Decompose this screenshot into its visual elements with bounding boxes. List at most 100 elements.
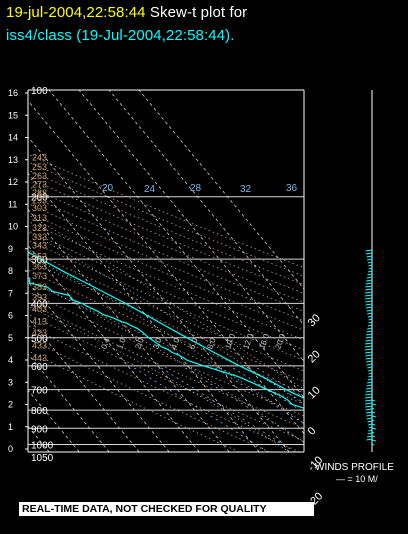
dry-adiabat-line — [28, 269, 304, 394]
wind-barb — [366, 306, 373, 309]
moist-adiabat-label: 3.0 — [151, 336, 163, 350]
height-tick-label: 7 — [8, 288, 13, 298]
mixing-ratio-label: 36 — [286, 183, 298, 194]
wind-barb — [371, 415, 377, 418]
wind-barb — [371, 419, 375, 422]
winds-profile-panel: WINDS PROFILE— = 10 M/ — [315, 90, 394, 484]
wind-barb — [367, 270, 373, 273]
wind-barb — [365, 303, 373, 306]
wind-barb — [367, 432, 373, 435]
wind-barb — [368, 267, 373, 270]
dry-adiabat-label: 443 — [32, 353, 47, 363]
wind-barb — [365, 342, 373, 345]
pressure-tick-label: 500 — [31, 334, 48, 345]
dry-adiabat-label: 413 — [32, 317, 47, 327]
isotherm-line — [138, 90, 304, 290]
moist-adiabat-label: 2.0 — [133, 336, 145, 350]
dry-adiabat-line — [28, 153, 304, 269]
mixing-ratio-line — [181, 365, 304, 443]
wind-barb — [365, 408, 373, 411]
wind-barb — [366, 309, 373, 312]
pressure-tick-label: 900 — [31, 424, 48, 435]
wind-barb — [367, 378, 373, 381]
wind-barb — [365, 354, 373, 357]
wind-barb — [366, 276, 373, 279]
isotherm-line — [78, 90, 304, 362]
wind-barb — [364, 291, 373, 294]
isotherm-line — [28, 317, 140, 452]
chart-title-line-1: 19-jul-2004,22:58:44 Skew-t plot for — [6, 4, 247, 21]
sounding-series — [28, 251, 304, 409]
dry-adiabat-line — [28, 259, 304, 383]
wind-barb — [367, 327, 373, 330]
wind-barb — [371, 407, 375, 410]
moist-adiabat-label: 4.0 — [169, 336, 181, 350]
dry-adiabat-label: 353 — [32, 252, 47, 262]
wind-barb — [364, 348, 373, 351]
wind-barb — [368, 429, 373, 432]
mixing-ratio-line — [211, 365, 304, 425]
isotherm-line — [28, 136, 290, 452]
moist-adiabat-line — [28, 305, 290, 452]
dewpoint-trace — [28, 277, 304, 409]
wind-barb — [368, 375, 373, 378]
moist-adiabat-label: 6.0 — [187, 336, 199, 350]
height-tick-label: 14 — [8, 133, 18, 143]
dry-adiabat-line — [28, 177, 304, 294]
wind-barb — [368, 318, 373, 321]
wind-barb — [367, 366, 373, 369]
wind-barb — [365, 300, 373, 303]
isotherm-right-label: 0 — [306, 425, 319, 438]
isotherm-line — [28, 244, 200, 452]
wind-barb — [365, 393, 373, 396]
wind-barb — [371, 431, 375, 434]
wind-barb — [365, 357, 373, 360]
wind-barb — [368, 372, 373, 375]
winds-scale-label: — = 10 M/ — [336, 474, 378, 484]
wind-barb — [364, 294, 373, 297]
dry-adiabat-line — [28, 169, 304, 286]
wind-barb — [366, 360, 373, 363]
dry-adiabat-label: 343 — [32, 241, 47, 251]
wind-barb — [366, 279, 373, 282]
dry-adiabat-line — [28, 185, 304, 303]
moist-adiabat-line — [28, 254, 304, 424]
dry-adiabat-label: 373 — [32, 271, 47, 281]
isotherm-line — [48, 90, 304, 399]
dry-adiabat-line — [28, 194, 304, 312]
dry-adiabat-label: 303 — [32, 203, 47, 213]
dry-adiabat-label: 423 — [32, 328, 47, 338]
wind-barb — [365, 285, 373, 288]
height-tick-label: 1 — [8, 422, 13, 432]
dry-adiabat-line — [28, 313, 304, 442]
dry-adiabat-label: 263 — [32, 171, 47, 181]
dry-adiabat-label: 403 — [32, 304, 47, 314]
mixing-ratio-label: 20 — [102, 183, 114, 194]
wind-barb — [367, 420, 373, 423]
pressure-tick-label: 1000 — [31, 440, 54, 451]
wind-barb — [367, 258, 373, 261]
wind-barb — [365, 390, 373, 393]
quality-disclaimer: REAL-TIME DATA, NOT CHECKED FOR QUALITY — [19, 502, 314, 516]
pressure-tick-label: 300 — [31, 255, 48, 266]
height-tick-label: 4 — [8, 355, 13, 365]
wind-barb — [367, 324, 373, 327]
wind-barb — [365, 339, 373, 342]
pressure-tick-label: 700 — [31, 386, 48, 397]
isotherm-right-label: 10 — [306, 384, 323, 401]
mixing-ratio-label: 28 — [190, 183, 202, 194]
moist-adiabat-line — [28, 279, 304, 443]
height-tick-label: 13 — [8, 155, 18, 165]
wind-barb — [364, 345, 373, 348]
wind-barb — [371, 403, 377, 406]
dry-adiabat-label: 433 — [32, 340, 47, 350]
isotherm-line — [28, 208, 230, 452]
wind-barb — [366, 330, 373, 333]
wind-barb — [365, 396, 373, 399]
isotherm-line — [28, 389, 80, 452]
dry-adiabat-line — [28, 220, 304, 341]
title-text: Skew-t plot for — [149, 4, 248, 21]
wind-barb — [367, 315, 373, 318]
wind-barb — [371, 439, 377, 442]
height-tick-label: 11 — [8, 199, 17, 209]
